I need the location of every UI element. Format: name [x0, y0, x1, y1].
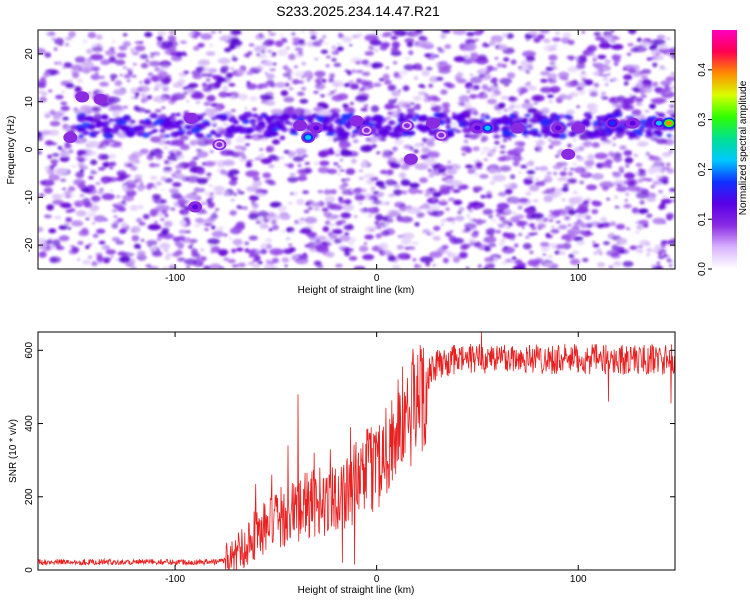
snr-y-tick-label: 400: [24, 415, 35, 432]
chart-title: S233.2025.234.14.47.R21: [276, 3, 440, 19]
heatmap-hotspot: [363, 127, 370, 133]
heatmap-x-label: Height of straight line (km): [298, 285, 415, 296]
heatmap-hotspot: [430, 120, 437, 126]
heatmap-hotspot: [297, 123, 304, 128]
heatmap-hotspot: [313, 125, 320, 131]
snr-series-line: [38, 332, 675, 570]
snr-x-tick-label: -100: [165, 574, 185, 585]
heatmap-hotspot: [353, 118, 360, 124]
colorbar-tick-label: 0.0: [697, 262, 708, 276]
heatmap-x-ticks: -100 0 100: [165, 30, 587, 284]
heatmap-hotspots: [63, 91, 675, 213]
colorbar-tick-label: 0.4: [697, 62, 708, 76]
snr-y-tick-label: 200: [24, 488, 35, 505]
colorbar: 0.0 0.1 0.2 0.3 0.4 Normalized spectral ampl…: [697, 30, 749, 276]
heatmap-hotspot: [216, 142, 223, 148]
colorbar-ticks: 0.0 0.1 0.2 0.3 0.4: [697, 62, 712, 276]
heatmap-hotspot: [666, 120, 672, 126]
colorbar-tick-label: 0.1: [697, 212, 708, 226]
snr-background: [38, 332, 675, 570]
heatmap-hotspot: [514, 125, 521, 131]
heatmap-hotspot: [438, 132, 445, 138]
heatmap-hotspot: [609, 120, 616, 126]
heatmap-hotspot: [188, 116, 195, 121]
heatmap-hotspot: [655, 120, 662, 126]
snr-frame: [37, 331, 676, 571]
heatmap-hotspot: [474, 125, 481, 131]
heatmap-hotspot: [407, 156, 414, 162]
colorbar-gradient: [712, 30, 737, 269]
snr-x-label: Height of straight line (km): [298, 585, 415, 596]
snr-y-ticks: 0 200 400 600: [24, 342, 675, 573]
colorbar-label: Normalized spectral amplitude: [738, 80, 749, 215]
heatmap-hotspot: [575, 125, 582, 131]
snr-x-tick-label: 0: [374, 574, 380, 585]
heatmap-y-tick-label: -20: [24, 237, 35, 252]
heatmap-hotspot: [629, 120, 636, 126]
heatmap-y-tick-label: 0: [24, 146, 35, 152]
heatmap-y-tick-label: 10: [24, 96, 35, 108]
heatmap-hotspot: [555, 125, 562, 131]
heatmap-hotspot: [97, 96, 104, 102]
snr-x-ticks: -100 0 100: [165, 332, 587, 585]
colorbar-tick-label: 0.2: [697, 162, 708, 176]
heatmap-hotspot: [403, 123, 410, 128]
snr-y-tick-label: 600: [24, 342, 35, 359]
heatmap-x-tick-label: 100: [570, 273, 587, 284]
heatmap-x-tick-label: 0: [374, 273, 380, 284]
snr-x-tick-label: 100: [570, 574, 587, 585]
snr-y-tick-label: 0: [24, 567, 35, 573]
heatmap-y-tick-label: 20: [24, 48, 35, 60]
heatmap-hotspot: [79, 94, 86, 100]
heatmap-x-tick-label: -100: [165, 273, 185, 284]
heatmap-hotspot: [67, 135, 74, 140]
snr-y-label: SNR (10 * v/v): [8, 419, 19, 483]
heatmap-y-label: Frequency (Hz): [6, 116, 17, 185]
heatmap-y-ticks: -20 -10 0 10 20: [24, 48, 675, 252]
heatmap-hotspot: [565, 151, 572, 157]
snr-panel: -100 0 100 0 200 400 600 Height of straight l…: [8, 331, 676, 596]
heatmap-hotspot: [305, 135, 312, 140]
colorbar-tick-label: 0.3: [697, 112, 708, 126]
heatmap-hotspot: [192, 204, 199, 210]
heatmap-y-tick-label: -10: [24, 190, 35, 205]
heatmap-hotspot: [484, 125, 491, 131]
